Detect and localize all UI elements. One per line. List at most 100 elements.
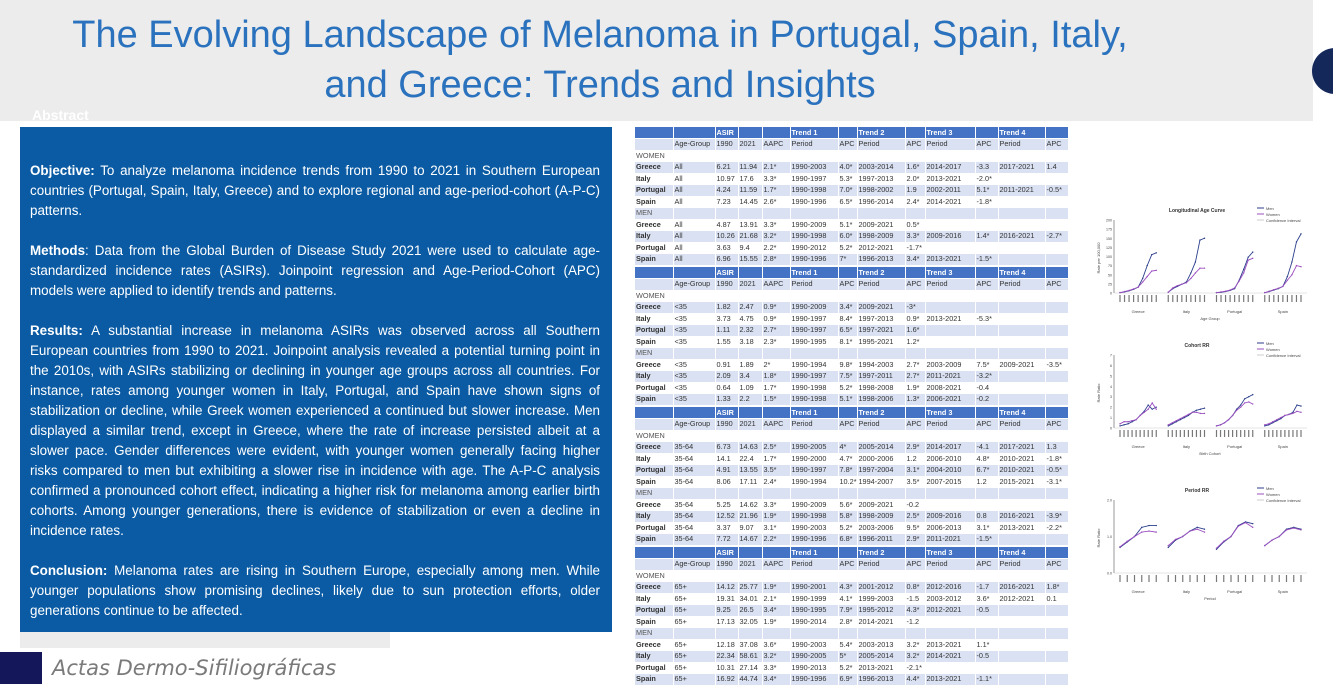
table-cell: APC <box>905 418 926 431</box>
table-cell: 2011-2021 <box>998 184 1046 197</box>
table-cell: 1990-2005 <box>790 441 839 454</box>
table-cell: 1.33 <box>715 393 739 406</box>
table-row: Portugal <35 0.64 1.09 1.7* 1990-1998 5.2* 1998… <box>635 382 1069 394</box>
table-cell: Period <box>998 138 1046 151</box>
group-label: Spain <box>1278 444 1288 449</box>
table-cell: 1990-2014 <box>790 616 839 628</box>
table-cell: 1994-2003 <box>857 359 906 371</box>
table-cell: 1990-1998 <box>790 230 839 243</box>
chart-title: Cohort RR <box>1185 343 1210 349</box>
data-point <box>1242 272 1245 274</box>
table-cell: 14.62 <box>738 499 763 511</box>
data-point <box>1167 546 1169 549</box>
table-cell: 10.97 <box>715 173 739 185</box>
table-cell: 2.3* <box>762 336 791 348</box>
x-axis-label: Birth Cohort <box>1199 451 1221 456</box>
table-cell <box>738 430 763 442</box>
table-cell: ASIR <box>715 127 739 139</box>
page-title: The Evolving Landscape of Melanoma in Po… <box>0 10 1200 110</box>
table-cell <box>838 207 858 220</box>
table-row: Portugal All 4.24 11.59 1.7* 1990-1998 7.0* 199… <box>635 184 1069 197</box>
table-cell: 6.9* <box>838 673 858 686</box>
table-cell <box>673 290 716 302</box>
data-point <box>1167 425 1169 427</box>
table-cell: 2006-2013 <box>925 522 976 534</box>
series-line-men <box>1119 404 1157 427</box>
y-axis-label: Rate Ratio <box>1096 383 1101 403</box>
section-heading: Methods <box>30 243 86 258</box>
data-point <box>1296 410 1298 413</box>
table-cell: 35-64 <box>673 533 716 546</box>
table-cell: 1990-2003 <box>790 522 839 534</box>
table-row: Greece All 4.87 13.91 3.3* 1990-2009 5.1* 2009-… <box>635 219 1069 231</box>
table-cell: All <box>673 173 716 185</box>
table-cell: APC <box>1045 138 1069 151</box>
section-heading: Results: <box>30 323 83 338</box>
table-cell: 14.45 <box>738 196 763 208</box>
table-cell: <35 <box>673 301 716 314</box>
table-cell <box>857 290 906 302</box>
data-point <box>1203 267 1206 269</box>
title-line-2: and Greece: Trends and Insights <box>324 64 876 106</box>
table-cell: 4.8* <box>975 453 999 465</box>
table-cell: 2.7* <box>905 370 926 383</box>
table-cell: APC <box>975 558 999 571</box>
table-cell: 2.2 <box>738 393 763 406</box>
table-cell: 2.09 <box>715 370 739 383</box>
series-line-women <box>1168 411 1205 426</box>
table-cell: 2.8* <box>762 253 791 266</box>
table-cell: 2005-2014 <box>857 650 906 663</box>
table-cell: Portugal <box>635 382 674 394</box>
table-cell <box>673 430 716 442</box>
data-point <box>1174 538 1177 541</box>
table-cell: Spain <box>635 196 674 208</box>
table-cell: 2.4* <box>905 196 926 208</box>
table-cell: 65+ <box>673 639 716 651</box>
data-point <box>1155 252 1157 254</box>
table-cell: 7.0* <box>838 184 858 197</box>
data-point <box>1252 257 1254 260</box>
table-cell: 19.31 <box>715 593 739 605</box>
table-cell <box>857 627 906 640</box>
table-cell: 2013-2021 <box>925 673 976 686</box>
table-cell: 0.5* <box>905 219 926 231</box>
table-cell: 5.2* <box>838 242 858 254</box>
legend-entry: Men <box>1266 486 1274 491</box>
abstract-box: Objective: To analyze melanoma incidence… <box>20 127 612 632</box>
table-cell: -0.5 <box>975 604 999 617</box>
table-cell: AAPC <box>762 558 791 571</box>
table-cell: 2006-2021 <box>925 393 976 406</box>
table-cell: 2013-2021 <box>925 173 976 185</box>
table-cell: -3.2* <box>975 370 999 383</box>
table-cell: 2003-2012 <box>925 593 976 605</box>
series-line-women <box>1216 522 1253 549</box>
table-cell <box>975 301 999 314</box>
data-point <box>1146 275 1148 278</box>
data-point <box>1224 290 1227 292</box>
table-cell: 37.08 <box>738 639 763 651</box>
data-point <box>1119 291 1121 294</box>
table-cell: -2.1* <box>905 662 926 674</box>
table-cell <box>762 267 791 279</box>
table-cell <box>905 127 926 139</box>
table-cell: Period <box>925 558 976 571</box>
table-cell: 1.11 <box>715 324 739 337</box>
table-cell: 2003-2006 <box>857 522 906 534</box>
table-cell: Trend 1 <box>790 267 839 279</box>
table-cell <box>673 347 716 360</box>
table-cell: Period <box>998 278 1046 291</box>
table-cell: 2013-2021 <box>998 522 1046 534</box>
data-point <box>1167 544 1169 547</box>
table-cell: 2.9* <box>905 441 926 454</box>
table-cell: 5.6* <box>838 499 858 511</box>
data-point <box>1141 531 1143 533</box>
data-point <box>1203 531 1206 533</box>
table-cell: Italy <box>635 593 674 605</box>
section-text: : Data from the Global Burden of Disease… <box>30 243 600 298</box>
table-cell: 1.9* <box>762 616 791 628</box>
data-point <box>1243 398 1246 400</box>
table-cell: 3.4* <box>838 301 858 314</box>
table-cell: 2005-2014 <box>857 441 906 454</box>
table-cell <box>857 570 906 582</box>
